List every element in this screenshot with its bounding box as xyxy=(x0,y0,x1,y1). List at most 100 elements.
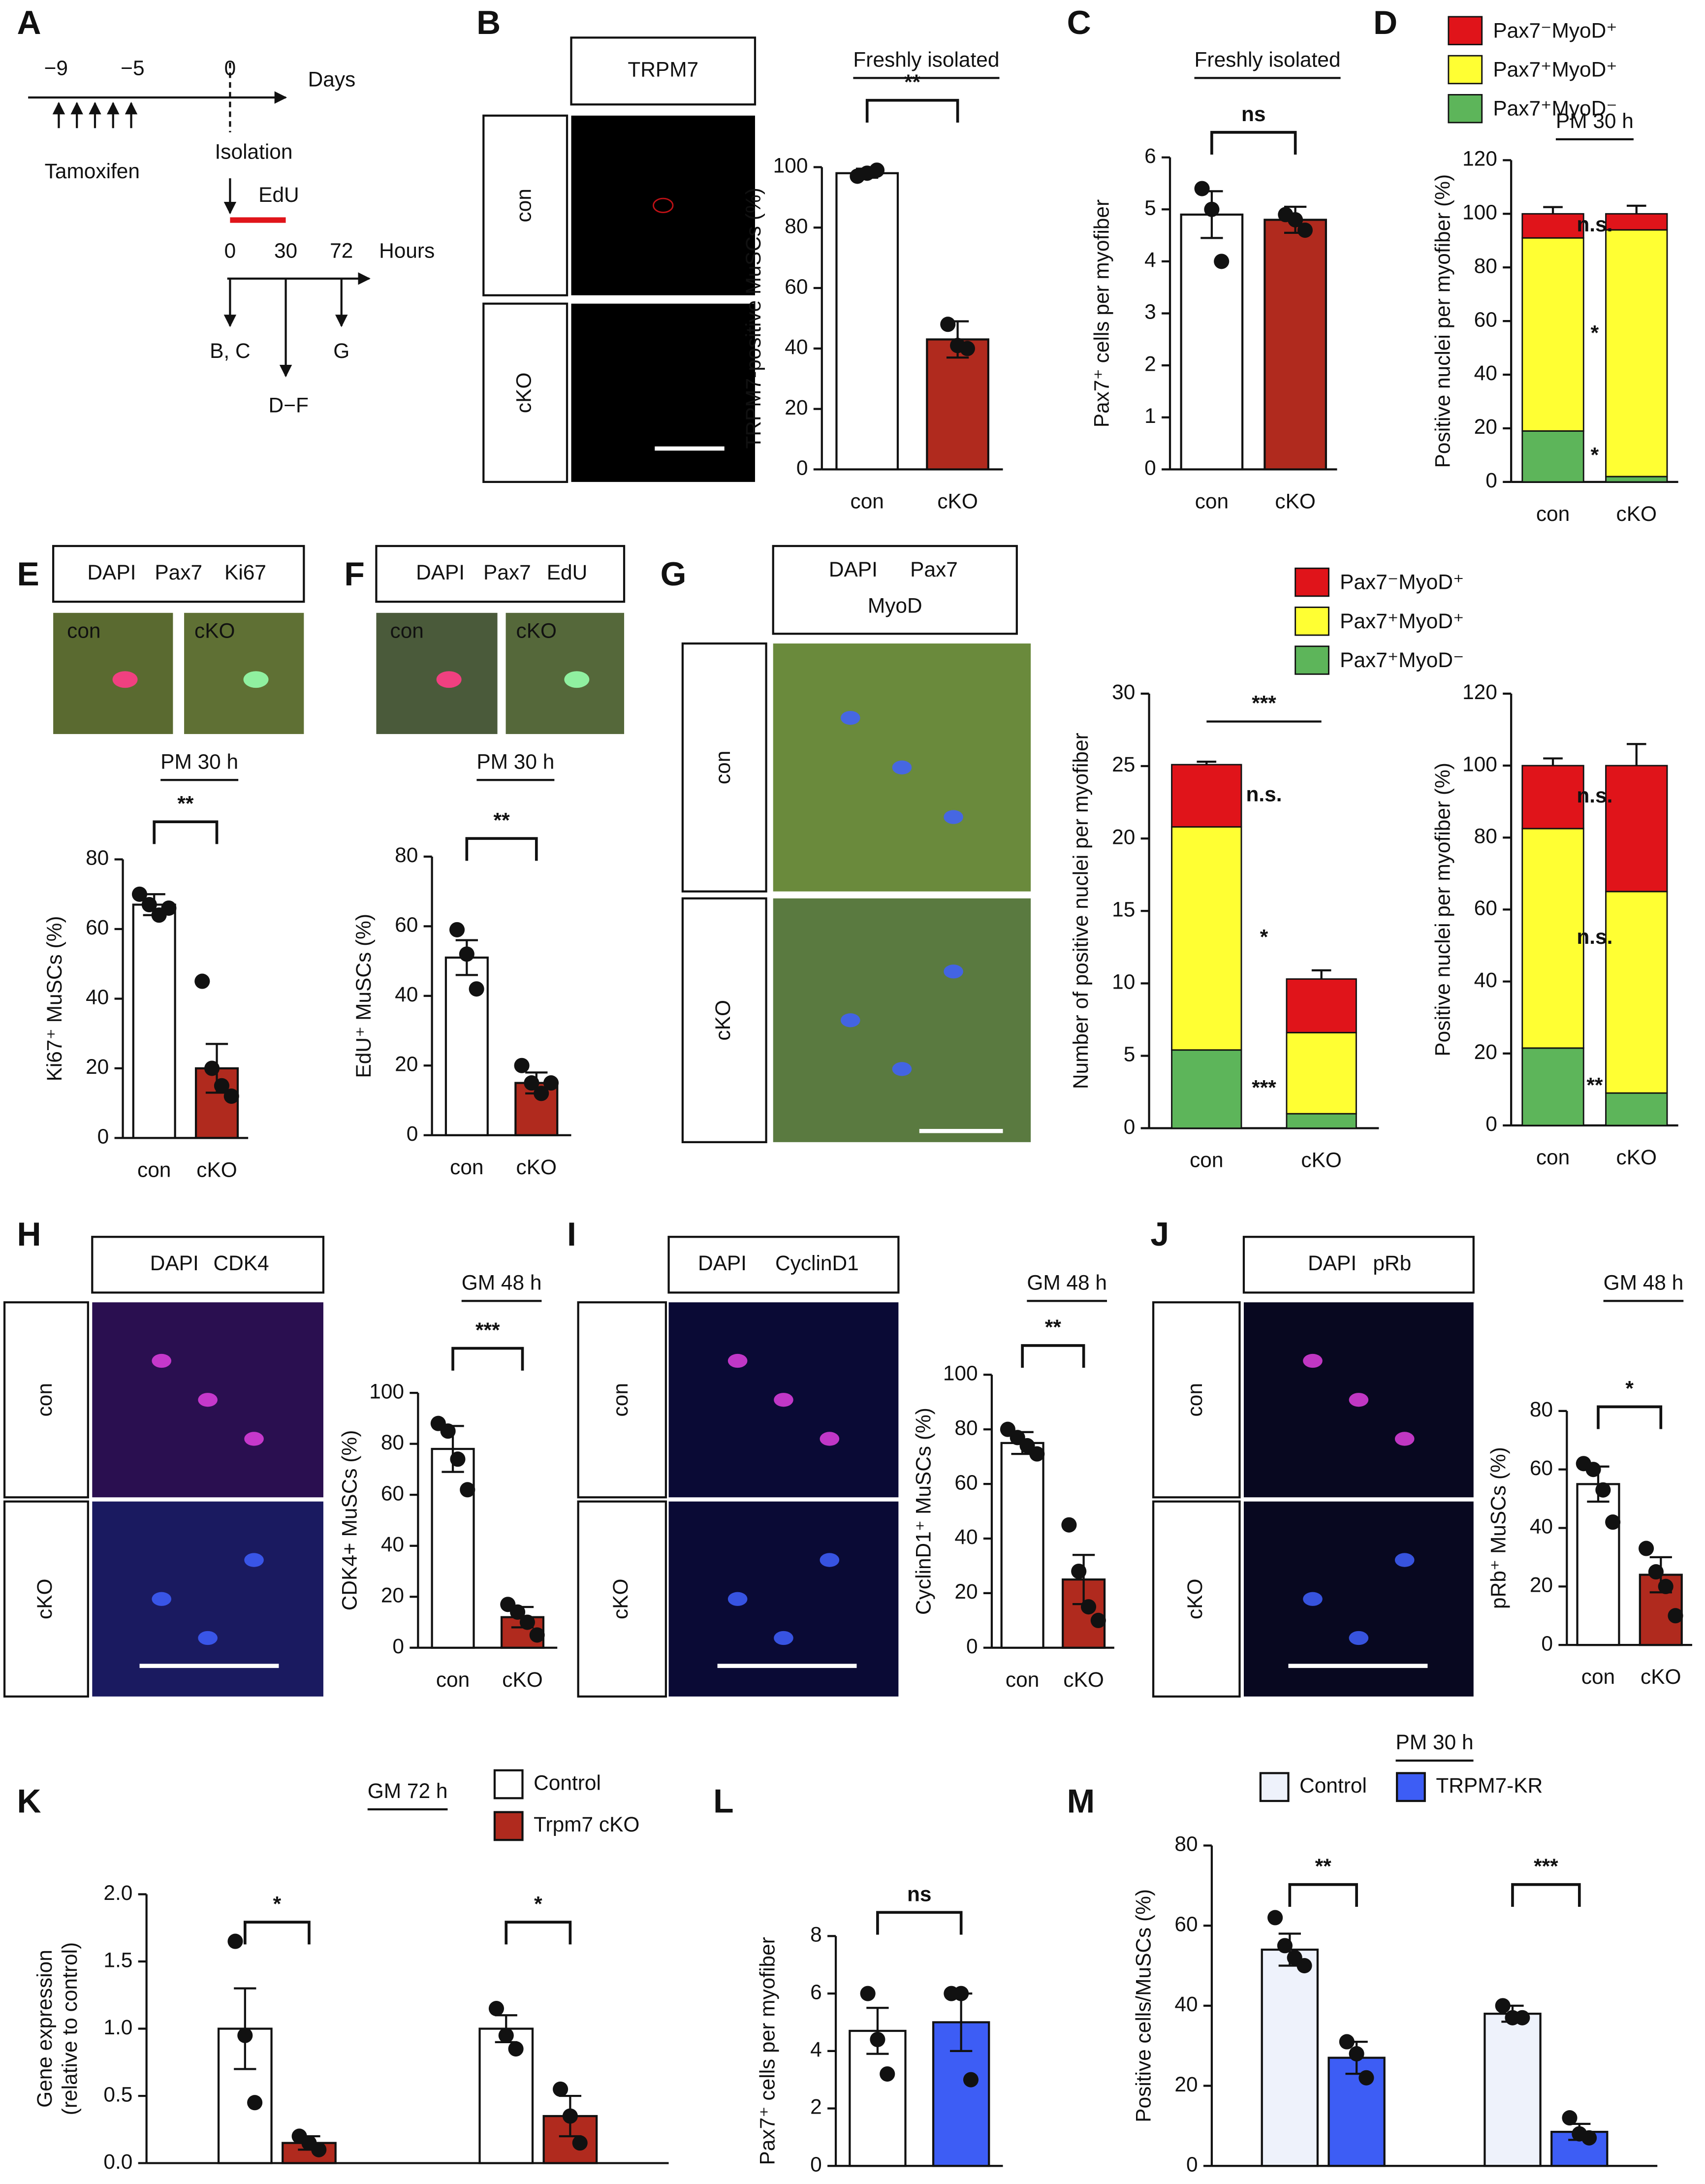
hour-tick-label: 30 xyxy=(274,239,297,262)
nucleus xyxy=(1349,1393,1369,1407)
data-point xyxy=(963,2072,979,2088)
data-point xyxy=(1204,201,1220,217)
y-tick-label: 60 xyxy=(381,1481,404,1505)
y-tick-label: 120 xyxy=(1462,147,1497,170)
row-label: cKO xyxy=(33,1579,56,1620)
y-tick-label: 5 xyxy=(1144,196,1156,220)
legend-swatch xyxy=(1295,607,1329,636)
nucleus xyxy=(653,197,674,213)
chart-title: GM 48 h xyxy=(1027,1271,1107,1294)
x-tick-label: con xyxy=(851,490,884,513)
y-tick-label: 100 xyxy=(773,154,808,177)
y-tick-label: 60 xyxy=(954,1471,978,1494)
nucleus xyxy=(944,964,963,979)
y-tick-label: 20 xyxy=(1474,415,1497,438)
y-tick-label: 100 xyxy=(1462,200,1497,224)
data-point xyxy=(1585,1462,1601,1477)
stain-label-box xyxy=(1242,1236,1475,1294)
data-point xyxy=(1297,222,1313,238)
row-label-box xyxy=(1152,1500,1241,1698)
bar xyxy=(1261,1948,1319,2167)
bar xyxy=(1484,2013,1542,2167)
significance-label: ** xyxy=(1315,1855,1332,1878)
stain-label: DAPI xyxy=(416,561,465,584)
bar xyxy=(1327,2056,1386,2167)
legend-swatch xyxy=(493,1769,524,1799)
significance-bracket xyxy=(876,1911,963,1935)
y-axis-label: CDK4+ MuSCs (%) xyxy=(338,1430,361,1611)
data-point xyxy=(1214,254,1230,269)
data-point xyxy=(869,162,885,178)
chart-title: PM 30 h xyxy=(1556,109,1634,132)
y-tick-label: 40 xyxy=(86,986,109,1009)
significance-bracket xyxy=(505,1921,572,1945)
panel-letter: K xyxy=(17,1783,41,1820)
y-tick-label: 40 xyxy=(1474,361,1497,385)
data-point xyxy=(1090,1612,1106,1628)
row-label-box xyxy=(3,1301,89,1499)
significance-label: * xyxy=(534,1892,542,1915)
legend-swatch xyxy=(1448,16,1483,45)
chart-title: Freshly isolated xyxy=(853,48,999,71)
bar-segment xyxy=(1605,765,1668,893)
significance-bracket xyxy=(451,1347,524,1371)
panel-letter: J xyxy=(1150,1216,1169,1253)
data-point xyxy=(498,2027,514,2043)
y-tick-label: 6 xyxy=(1144,144,1156,167)
y-tick-label: 40 xyxy=(1530,1515,1553,1538)
micrograph xyxy=(773,898,1031,1142)
stain-label: CyclinD1 xyxy=(775,1252,859,1275)
row-label: con xyxy=(711,751,734,784)
error-bar xyxy=(1197,761,1217,765)
timeline xyxy=(28,63,371,378)
y-tick-label: 60 xyxy=(1530,1456,1553,1479)
axis-label: Days xyxy=(308,67,356,91)
chart-title: PM 30 h xyxy=(476,750,554,773)
stain-label: MyoD xyxy=(868,594,922,617)
stain-label: Ki67 xyxy=(224,561,266,584)
legend-swatch xyxy=(1295,645,1329,675)
bar-segment xyxy=(1605,476,1668,483)
y-tick-label: 0 xyxy=(1124,1115,1136,1138)
legend-label: Control xyxy=(534,1771,601,1794)
nucleus xyxy=(564,671,590,688)
y-tick-label: 0 xyxy=(1144,456,1156,480)
error-bar xyxy=(1543,206,1563,214)
chart-title: PM 30 h xyxy=(160,750,238,773)
y-tick-label: 20 xyxy=(1530,1574,1553,1597)
y-tick-label: 100 xyxy=(943,1362,978,1385)
row-label: cKO xyxy=(609,1579,632,1620)
inset-label: cKO xyxy=(194,619,235,642)
data-point xyxy=(519,1614,535,1630)
y-axis-label: Positive nuclei per myofiber (%) xyxy=(1431,174,1454,468)
x-tick-label: cKO xyxy=(1063,1668,1104,1691)
data-point xyxy=(1061,1517,1077,1533)
micrograph xyxy=(505,612,625,734)
stain-label: EdU xyxy=(547,561,588,584)
legend-label: Pax7⁺MyoD⁻ xyxy=(1493,97,1617,120)
y-tick-label: 20 xyxy=(1174,2073,1198,2096)
nucleus xyxy=(1303,1592,1323,1606)
y-tick-label: 20 xyxy=(1474,1040,1497,1063)
x-tick-label: cKO xyxy=(1616,1146,1657,1169)
nucleus xyxy=(198,1393,218,1407)
x-tick-label: cKO xyxy=(937,490,978,513)
day-tick-label: −5 xyxy=(121,57,144,80)
y-tick-label: 2 xyxy=(810,2095,822,2119)
inset-label: con xyxy=(67,619,100,642)
y-axis-label: EdU⁺ MuSCs (%) xyxy=(352,914,375,1078)
y-tick-label: 0 xyxy=(1186,2152,1198,2176)
y-tick-label: 40 xyxy=(954,1525,978,1548)
annotation: * xyxy=(1260,925,1268,948)
stain-label: DAPI xyxy=(150,1252,199,1275)
data-point xyxy=(488,2001,505,2017)
y-tick-label: 60 xyxy=(86,916,109,939)
data-point xyxy=(450,1451,466,1467)
legend-label: Pax7⁻MyoD⁺ xyxy=(1493,19,1617,42)
inset-label: cKO xyxy=(516,619,557,642)
data-point xyxy=(204,1060,220,1076)
nucleus xyxy=(112,671,138,688)
data-point xyxy=(553,2081,568,2097)
panel-letter: H xyxy=(17,1216,41,1253)
bar-segment xyxy=(1605,1092,1668,1126)
